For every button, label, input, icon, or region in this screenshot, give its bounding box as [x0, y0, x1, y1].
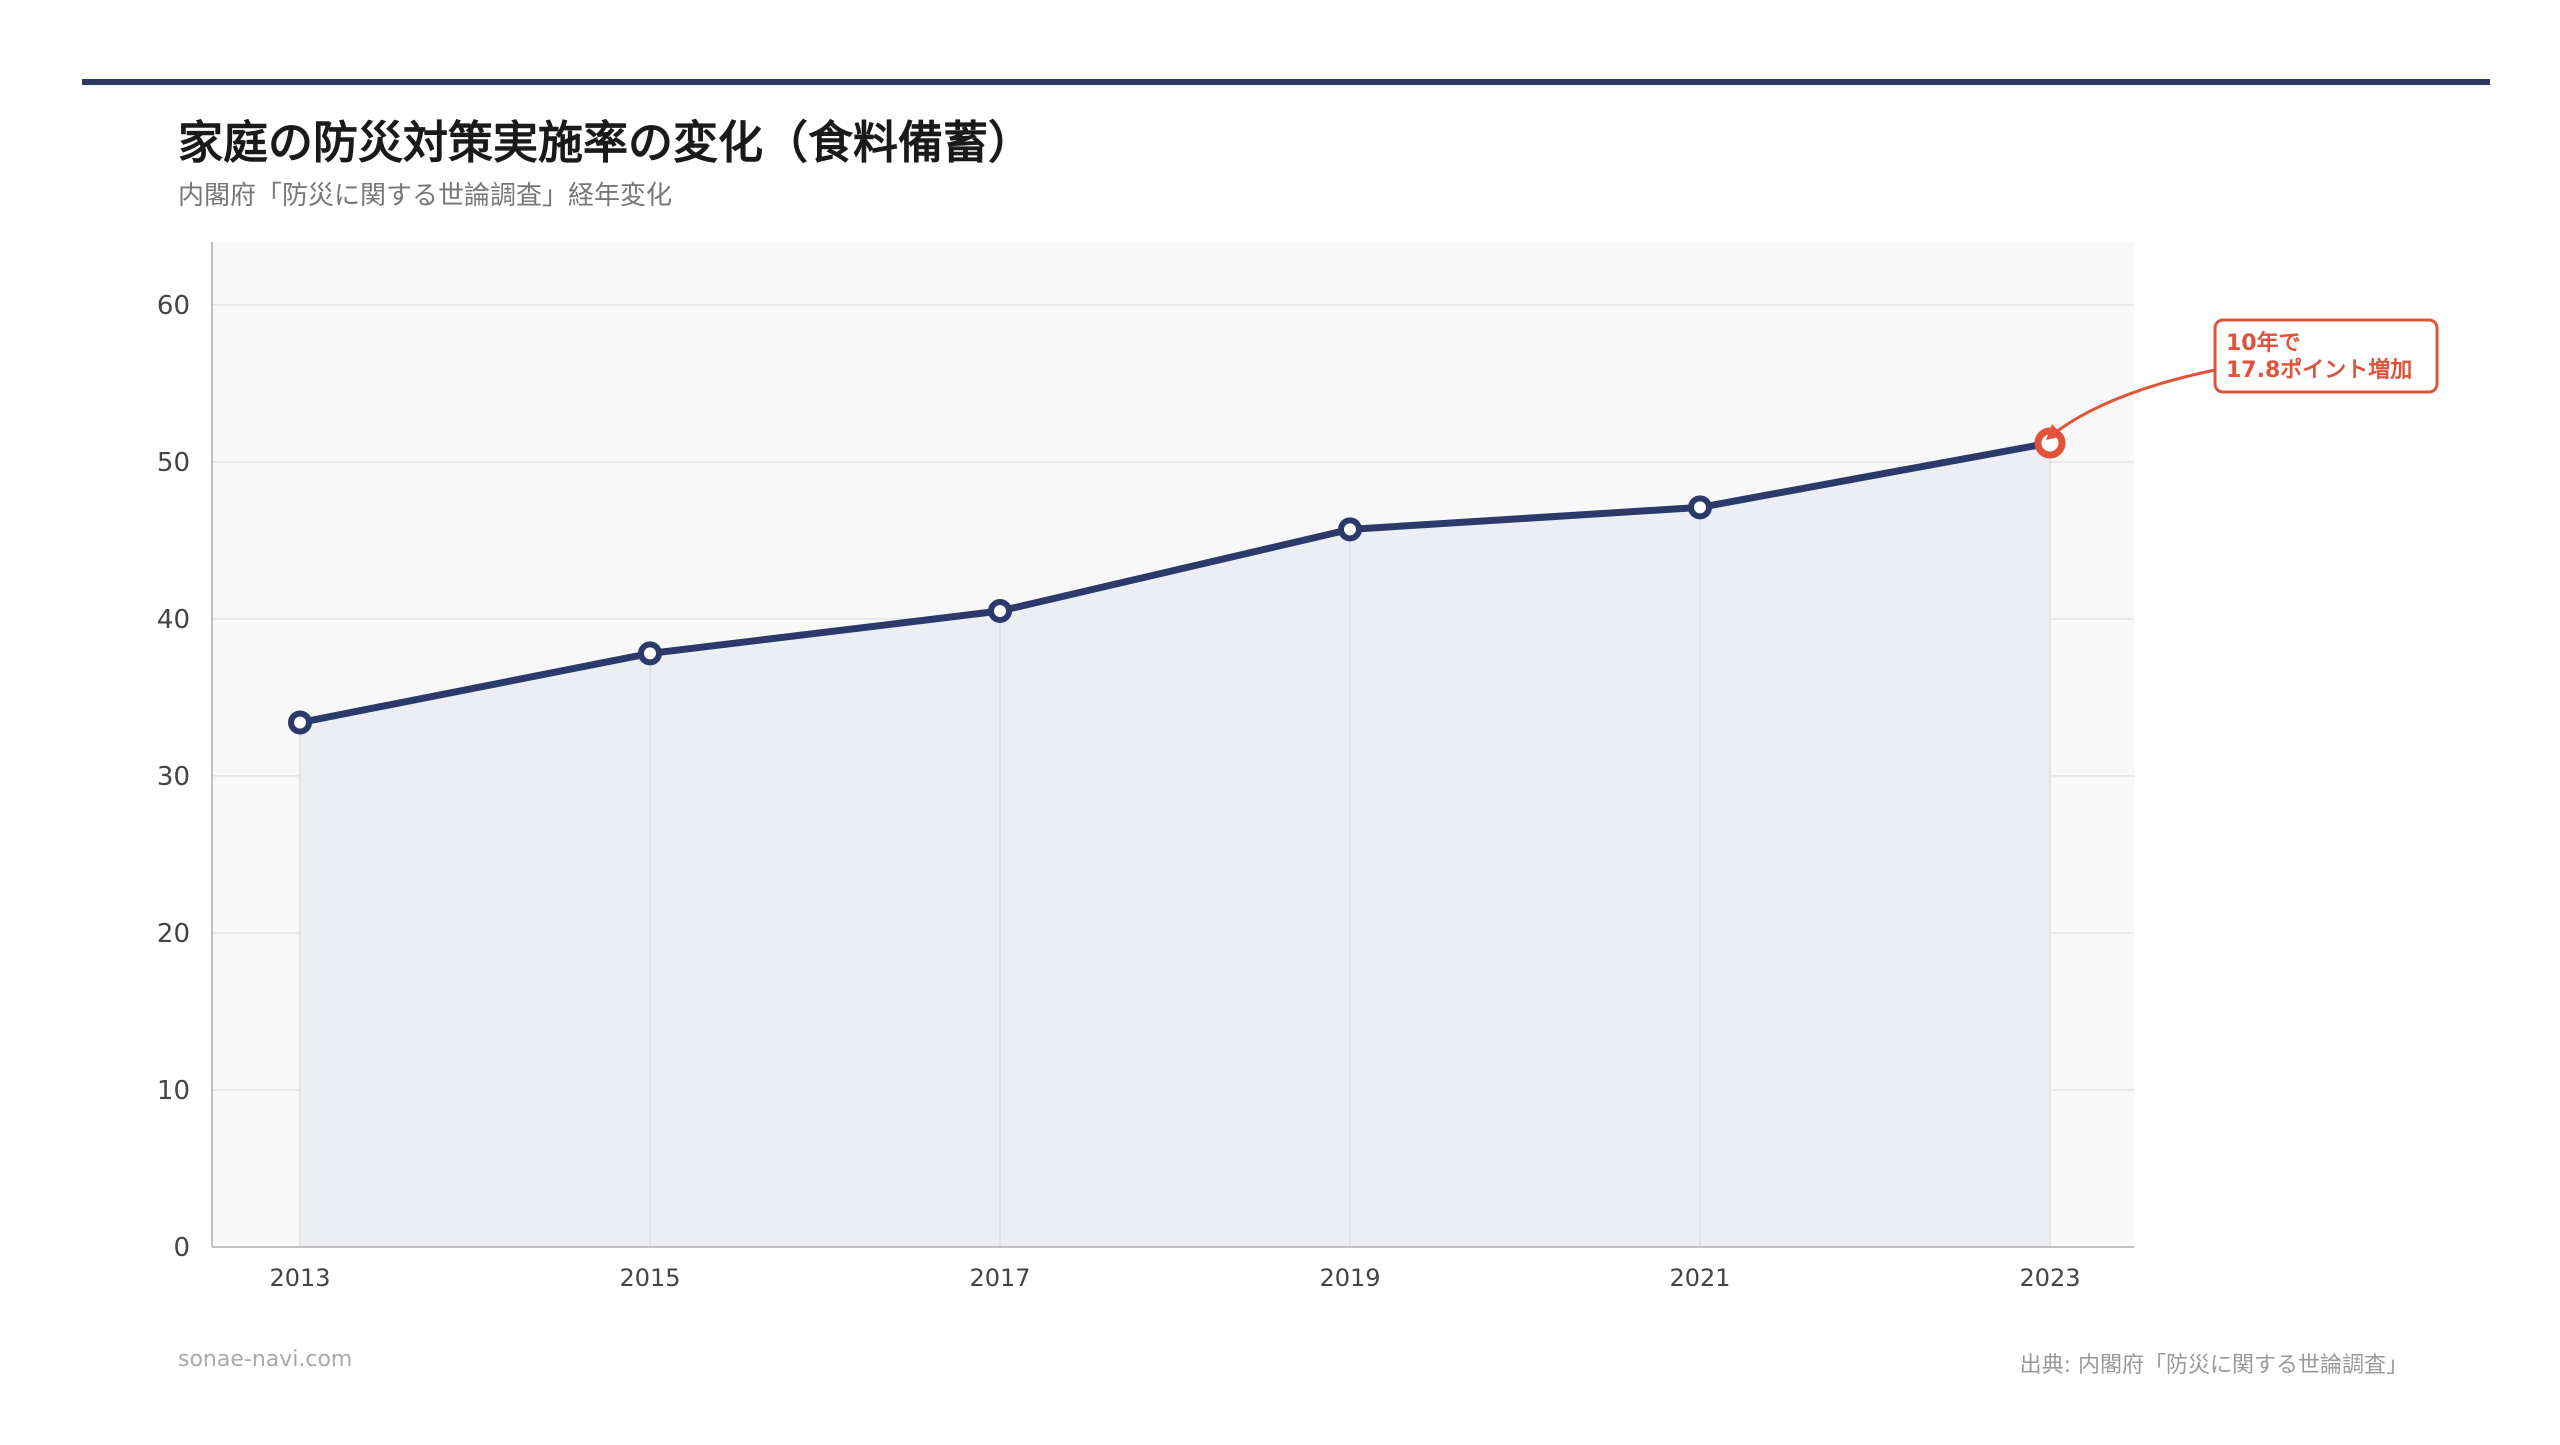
data-point-2021	[1688, 495, 1712, 520]
y-tick-labels: 0 10 20 30 40 50 60	[157, 291, 190, 1263]
x-tick-label-2015: 2015	[619, 1264, 680, 1292]
chart-subtitle: 内閣府「防災に関する世論調査」経年変化	[178, 181, 673, 211]
y-tick-label-60: 60	[157, 291, 190, 321]
x-tick-label-2023: 2023	[2019, 1264, 2080, 1292]
top-rule	[82, 79, 2490, 85]
x-tick-label-2017: 2017	[969, 1264, 1030, 1292]
y-tick-label-40: 40	[157, 605, 190, 635]
vertical-guide-lines	[299, 443, 2051, 1247]
annotation-line-1: 10年で	[2226, 330, 2301, 356]
annotation-line-2: 17.8ポイント増加	[2226, 357, 2412, 383]
data-point-2013	[288, 710, 312, 735]
footer-source: 出典: 内閣府「防災に関する世論調査」	[2019, 1353, 2408, 1378]
annotation: 10年で 17.8ポイント増加	[2046, 318, 2439, 440]
x-tick-label-2019: 2019	[1319, 1264, 1380, 1292]
data-point-2015	[638, 641, 662, 666]
annotation-arrowhead	[2046, 424, 2063, 440]
y-tick-label-30: 30	[157, 762, 190, 792]
annotation-box	[2213, 318, 2439, 394]
annotation-arrow	[2055, 368, 2216, 434]
y-tick-label-20: 20	[157, 919, 190, 949]
footer-site: sonae-navi.com	[178, 1347, 353, 1372]
x-tick-label-2013: 2013	[269, 1264, 330, 1292]
line-layer	[296, 439, 2054, 727]
data-points	[288, 427, 2066, 735]
data-point-2019	[1338, 517, 1362, 542]
y-tick-label-0: 0	[173, 1233, 190, 1263]
y-tick-label-10: 10	[157, 1076, 190, 1106]
chart-title: 家庭の防災対策実施率の変化（食料備蓄）	[178, 116, 1034, 169]
x-tick-labels: 2013 2015 2017 2019 2021 2023	[269, 1264, 2080, 1292]
data-point-2017	[988, 599, 1012, 624]
y-tick-label-50: 50	[157, 448, 190, 478]
series-line	[296, 439, 2054, 727]
x-tick-label-2021: 2021	[1669, 1264, 1730, 1292]
